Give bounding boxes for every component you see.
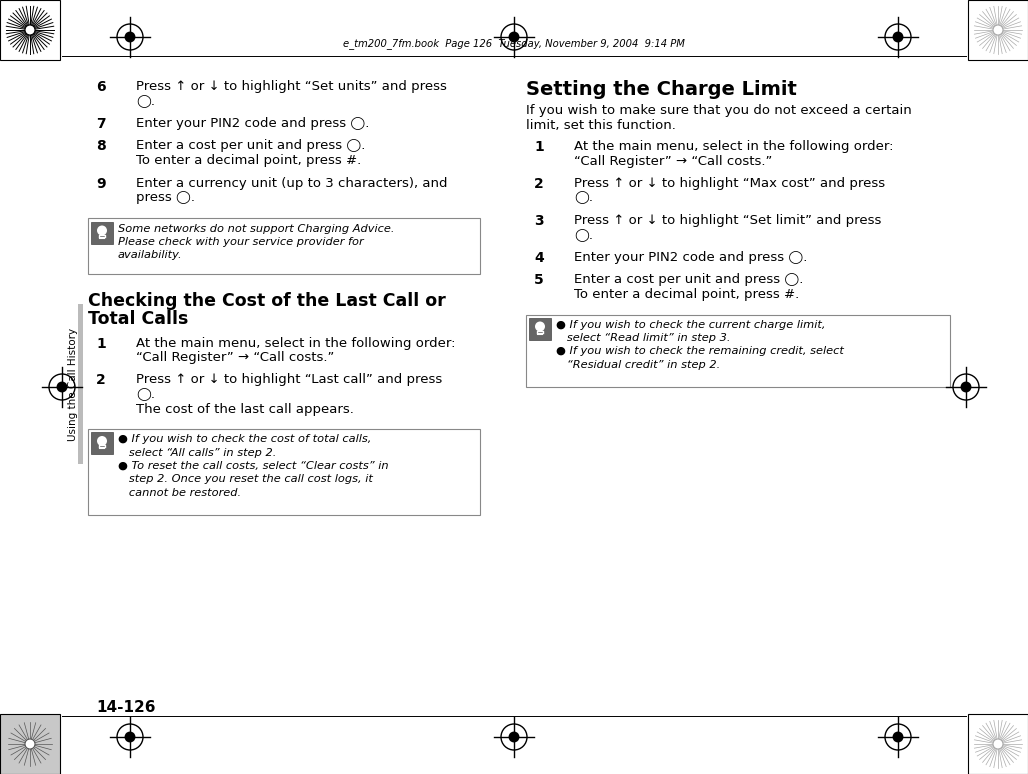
Bar bbox=[0, 0, 60, 60]
Circle shape bbox=[535, 321, 545, 331]
Text: limit, set this function.: limit, set this function. bbox=[526, 119, 675, 132]
Text: Please check with your service provider for: Please check with your service provider … bbox=[118, 237, 364, 247]
Text: Press ↑ or ↓ to highlight “Set limit” and press: Press ↑ or ↓ to highlight “Set limit” an… bbox=[574, 214, 881, 227]
Text: ● If you wish to check the current charge limit,: ● If you wish to check the current charg… bbox=[556, 320, 825, 330]
Text: If you wish to make sure that you do not exceed a certain: If you wish to make sure that you do not… bbox=[526, 104, 912, 117]
Bar bbox=[968, 714, 1028, 774]
Text: To enter a decimal point, press #.: To enter a decimal point, press #. bbox=[574, 288, 799, 301]
Circle shape bbox=[509, 32, 519, 43]
Text: 8: 8 bbox=[96, 139, 106, 153]
Text: 7: 7 bbox=[96, 117, 106, 131]
Bar bbox=[526, 314, 950, 386]
Text: ◯.: ◯. bbox=[574, 191, 593, 204]
Text: 2: 2 bbox=[534, 177, 544, 191]
Text: cannot be restored.: cannot be restored. bbox=[118, 488, 242, 498]
Text: Enter a cost per unit and press ◯.: Enter a cost per unit and press ◯. bbox=[136, 139, 365, 152]
Text: Enter your PIN2 code and press ◯.: Enter your PIN2 code and press ◯. bbox=[574, 251, 807, 264]
Text: select “All calls” in step 2.: select “All calls” in step 2. bbox=[118, 447, 277, 457]
Text: Total Calls: Total Calls bbox=[88, 310, 188, 328]
Circle shape bbox=[25, 739, 35, 749]
Text: Press ↑ or ↓ to highlight “Last call” and press: Press ↑ or ↓ to highlight “Last call” an… bbox=[136, 374, 442, 386]
Circle shape bbox=[124, 32, 136, 43]
Text: ● To reset the call costs, select “Clear costs” in: ● To reset the call costs, select “Clear… bbox=[118, 461, 389, 471]
Circle shape bbox=[892, 731, 904, 742]
Text: 2: 2 bbox=[96, 374, 106, 388]
Text: To enter a decimal point, press #.: To enter a decimal point, press #. bbox=[136, 154, 361, 167]
Text: ◯.: ◯. bbox=[136, 94, 155, 108]
Text: Enter a currency unit (up to 3 characters), and: Enter a currency unit (up to 3 character… bbox=[136, 176, 447, 190]
Text: At the main menu, select in the following order:: At the main menu, select in the followin… bbox=[574, 140, 893, 153]
Text: Enter your PIN2 code and press ◯.: Enter your PIN2 code and press ◯. bbox=[136, 117, 369, 130]
Circle shape bbox=[124, 731, 136, 742]
Bar bbox=[91, 221, 113, 244]
Text: step 2. Once you reset the call cost logs, it: step 2. Once you reset the call cost log… bbox=[118, 474, 373, 485]
Text: 1: 1 bbox=[534, 140, 544, 154]
Text: Using the Call History: Using the Call History bbox=[68, 327, 78, 440]
Circle shape bbox=[25, 25, 35, 35]
Text: At the main menu, select in the following order:: At the main menu, select in the followin… bbox=[136, 337, 455, 350]
Circle shape bbox=[993, 739, 1003, 749]
Bar bbox=[88, 429, 480, 515]
Text: Some networks do not support Charging Advice.: Some networks do not support Charging Ad… bbox=[118, 224, 395, 234]
Text: e_tm200_7fm.book  Page 126  Tuesday, November 9, 2004  9:14 PM: e_tm200_7fm.book Page 126 Tuesday, Novem… bbox=[343, 39, 685, 50]
Bar bbox=[968, 0, 1028, 60]
Text: “Call Register” → “Call costs.”: “Call Register” → “Call costs.” bbox=[136, 351, 334, 364]
Text: Press ↑ or ↓ to highlight “Set units” and press: Press ↑ or ↓ to highlight “Set units” an… bbox=[136, 80, 447, 93]
Text: ◯.: ◯. bbox=[136, 388, 155, 401]
Text: press ◯.: press ◯. bbox=[136, 191, 195, 204]
Text: 4: 4 bbox=[534, 251, 544, 265]
Text: ◯.: ◯. bbox=[574, 228, 593, 241]
Bar bbox=[88, 217, 480, 273]
Text: “Residual credit” in step 2.: “Residual credit” in step 2. bbox=[556, 360, 721, 370]
Circle shape bbox=[97, 225, 107, 235]
Text: 9: 9 bbox=[96, 176, 106, 190]
Circle shape bbox=[892, 32, 904, 43]
Text: The cost of the last call appears.: The cost of the last call appears. bbox=[136, 402, 354, 416]
Bar bbox=[529, 317, 551, 340]
Text: Enter a cost per unit and press ◯.: Enter a cost per unit and press ◯. bbox=[574, 273, 803, 286]
Circle shape bbox=[509, 731, 519, 742]
Bar bbox=[91, 432, 113, 454]
Bar bbox=[0, 714, 60, 774]
Circle shape bbox=[960, 382, 971, 392]
Text: 14-126: 14-126 bbox=[96, 700, 155, 715]
Text: ● If you wish to check the remaining credit, select: ● If you wish to check the remaining cre… bbox=[556, 347, 844, 357]
Text: select “Read limit” in step 3.: select “Read limit” in step 3. bbox=[556, 333, 731, 343]
Text: “Call Register” → “Call costs.”: “Call Register” → “Call costs.” bbox=[574, 155, 772, 167]
Text: ● If you wish to check the cost of total calls,: ● If you wish to check the cost of total… bbox=[118, 434, 371, 444]
Text: Setting the Charge Limit: Setting the Charge Limit bbox=[526, 80, 797, 99]
Text: availability.: availability. bbox=[118, 251, 183, 261]
Text: 3: 3 bbox=[534, 214, 544, 228]
Circle shape bbox=[97, 436, 107, 446]
Text: 5: 5 bbox=[534, 273, 544, 287]
Circle shape bbox=[57, 382, 68, 392]
Bar bbox=[78, 304, 83, 464]
Text: 6: 6 bbox=[96, 80, 106, 94]
Circle shape bbox=[993, 25, 1003, 35]
Text: 1: 1 bbox=[96, 337, 106, 351]
Text: Checking the Cost of the Last Call or: Checking the Cost of the Last Call or bbox=[88, 292, 446, 310]
Text: Press ↑ or ↓ to highlight “Max cost” and press: Press ↑ or ↓ to highlight “Max cost” and… bbox=[574, 177, 885, 190]
